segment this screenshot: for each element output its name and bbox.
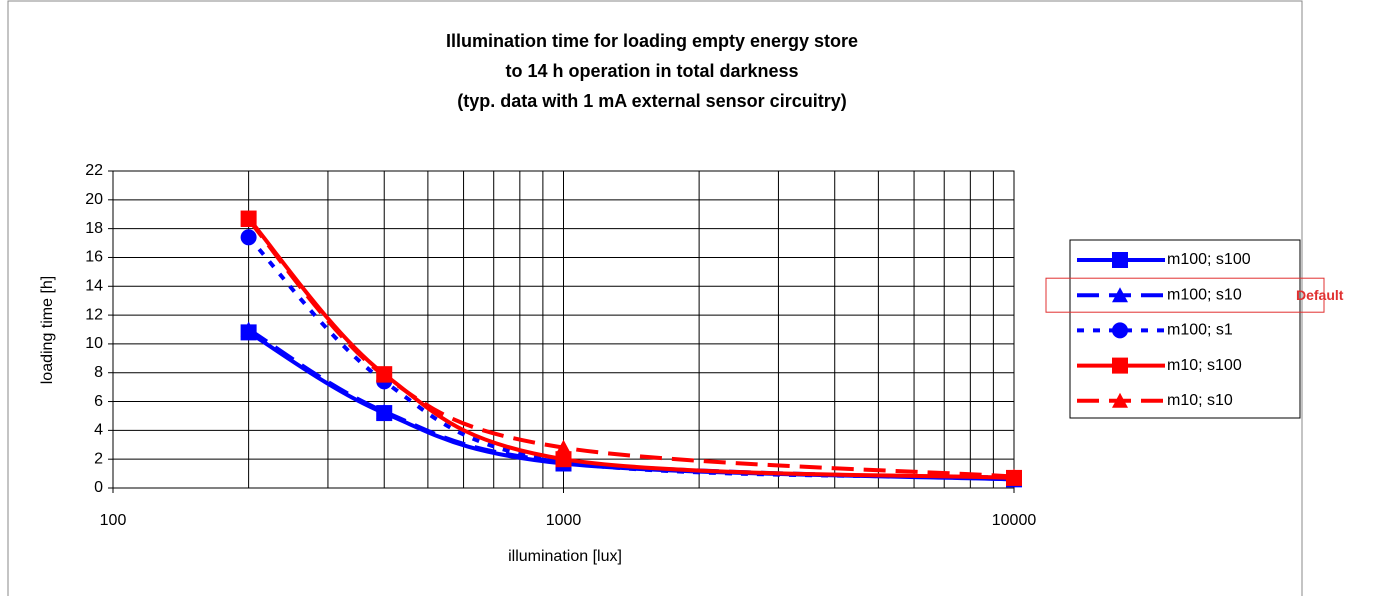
annotation-box (1045, 277, 1325, 313)
data-point (240, 211, 257, 227)
chart-title: Illumination time for loading empty ener… (446, 31, 858, 51)
data-point (376, 403, 393, 419)
y-tick-label: 16 (85, 249, 103, 266)
y-tick-label: 14 (85, 277, 103, 294)
y-tick-label: 12 (85, 306, 103, 323)
legend-marker (1112, 287, 1128, 303)
x-tick-label: 10000 (992, 512, 1037, 529)
y-tick-label: 20 (85, 191, 103, 208)
x-axis-label: illumination [lux] (508, 548, 622, 565)
y-tick-label: 6 (94, 393, 103, 410)
y-tick-label: 10 (85, 335, 103, 352)
legend-marker (1112, 322, 1128, 339)
legend-marker (1112, 357, 1128, 374)
y-tick-label: 0 (94, 479, 103, 496)
y-tick-label: 4 (94, 422, 103, 439)
legend-label: m10; s100 (1167, 357, 1242, 374)
y-tick-label: 8 (94, 364, 103, 381)
legend-label: m100; s1 (1167, 322, 1233, 339)
series-line (247, 218, 1015, 479)
data-point (240, 229, 257, 246)
y-axis-label: loading time [h] (39, 276, 56, 385)
chart-title: to 14 h operation in total darkness (505, 61, 798, 81)
x-tick-label: 100 (100, 512, 127, 529)
data-point (555, 439, 572, 455)
annotation: Default (1296, 287, 1344, 303)
legend-box (1069, 239, 1301, 419)
legend-label: m100; s10 (1167, 286, 1242, 303)
data-point (240, 321, 257, 337)
legend-marker (1112, 252, 1128, 268)
data-point (1006, 468, 1022, 484)
legend-label: m100; s100 (1167, 251, 1251, 268)
y-tick-label: 22 (85, 162, 103, 179)
y-tick-label: 18 (85, 220, 103, 237)
chart-title: (typ. data with 1 mA external sensor cir… (457, 91, 846, 111)
legend-marker (1112, 392, 1128, 408)
data-point (376, 367, 393, 383)
legend-label: m10; s10 (1167, 392, 1233, 409)
x-tick-label: 1000 (546, 512, 582, 529)
data-point (555, 451, 572, 468)
y-tick-label: 2 (94, 450, 103, 467)
